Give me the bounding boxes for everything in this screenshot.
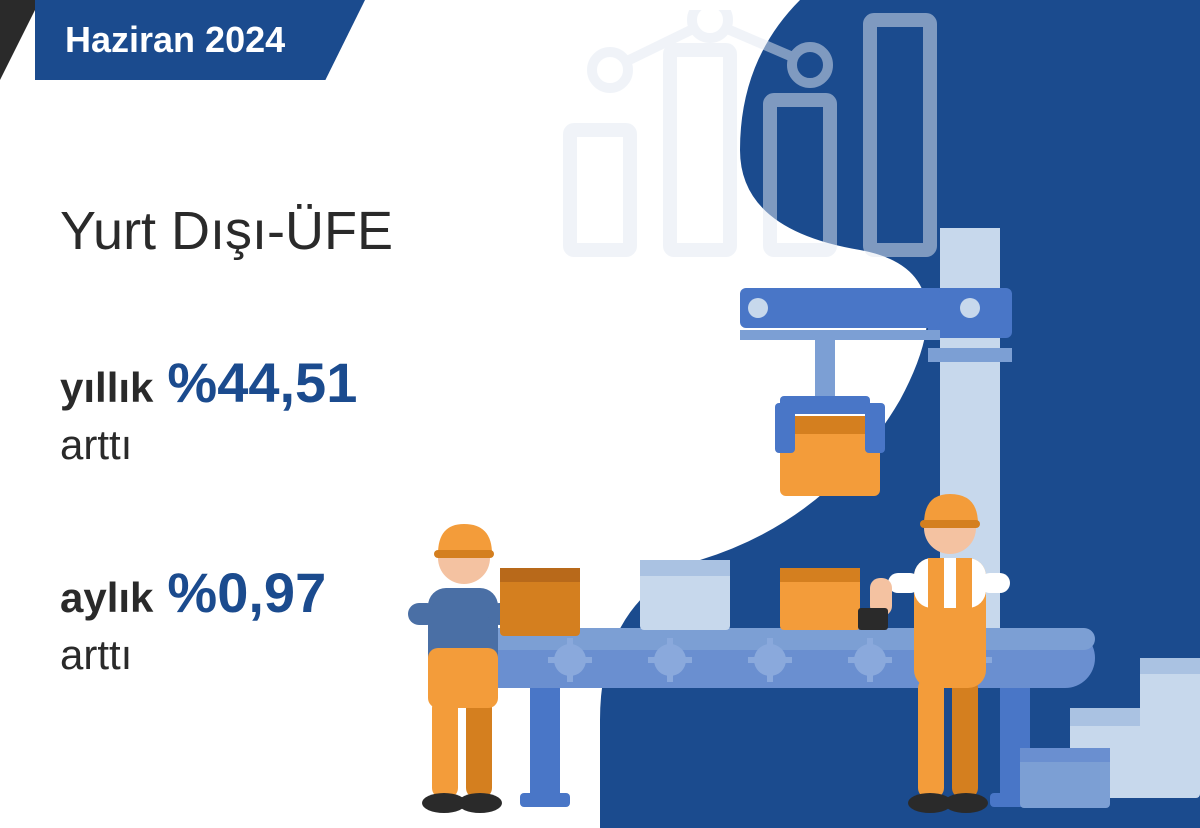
belt-boxes [640, 560, 860, 630]
factory-illustration [380, 228, 1200, 828]
date-label: Haziran 2024 [65, 19, 285, 61]
date-banner: Haziran 2024 [35, 0, 365, 80]
tablet-icon [858, 608, 888, 630]
stat-monthly-label: aylık [60, 574, 153, 622]
stat-annual: yıllık %44,51 arttı [60, 350, 357, 469]
stat-monthly-value: %0,97 [167, 560, 326, 625]
hardhat-icon [438, 524, 492, 554]
bg-chart-outline-icon [550, 10, 1050, 260]
page-title: Yurt Dışı-ÜFE [60, 200, 393, 262]
stat-annual-suffix: arttı [60, 421, 357, 469]
stat-monthly-suffix: arttı [60, 631, 326, 679]
crane-box-icon [775, 403, 885, 496]
stat-monthly: aylık %0,97 arttı [60, 560, 326, 679]
stat-annual-value: %44,51 [167, 350, 357, 415]
stat-annual-label: yıllık [60, 364, 153, 412]
corner-triangle [0, 0, 40, 80]
robot-arm [740, 288, 940, 328]
conveyor-belt [455, 628, 1095, 807]
